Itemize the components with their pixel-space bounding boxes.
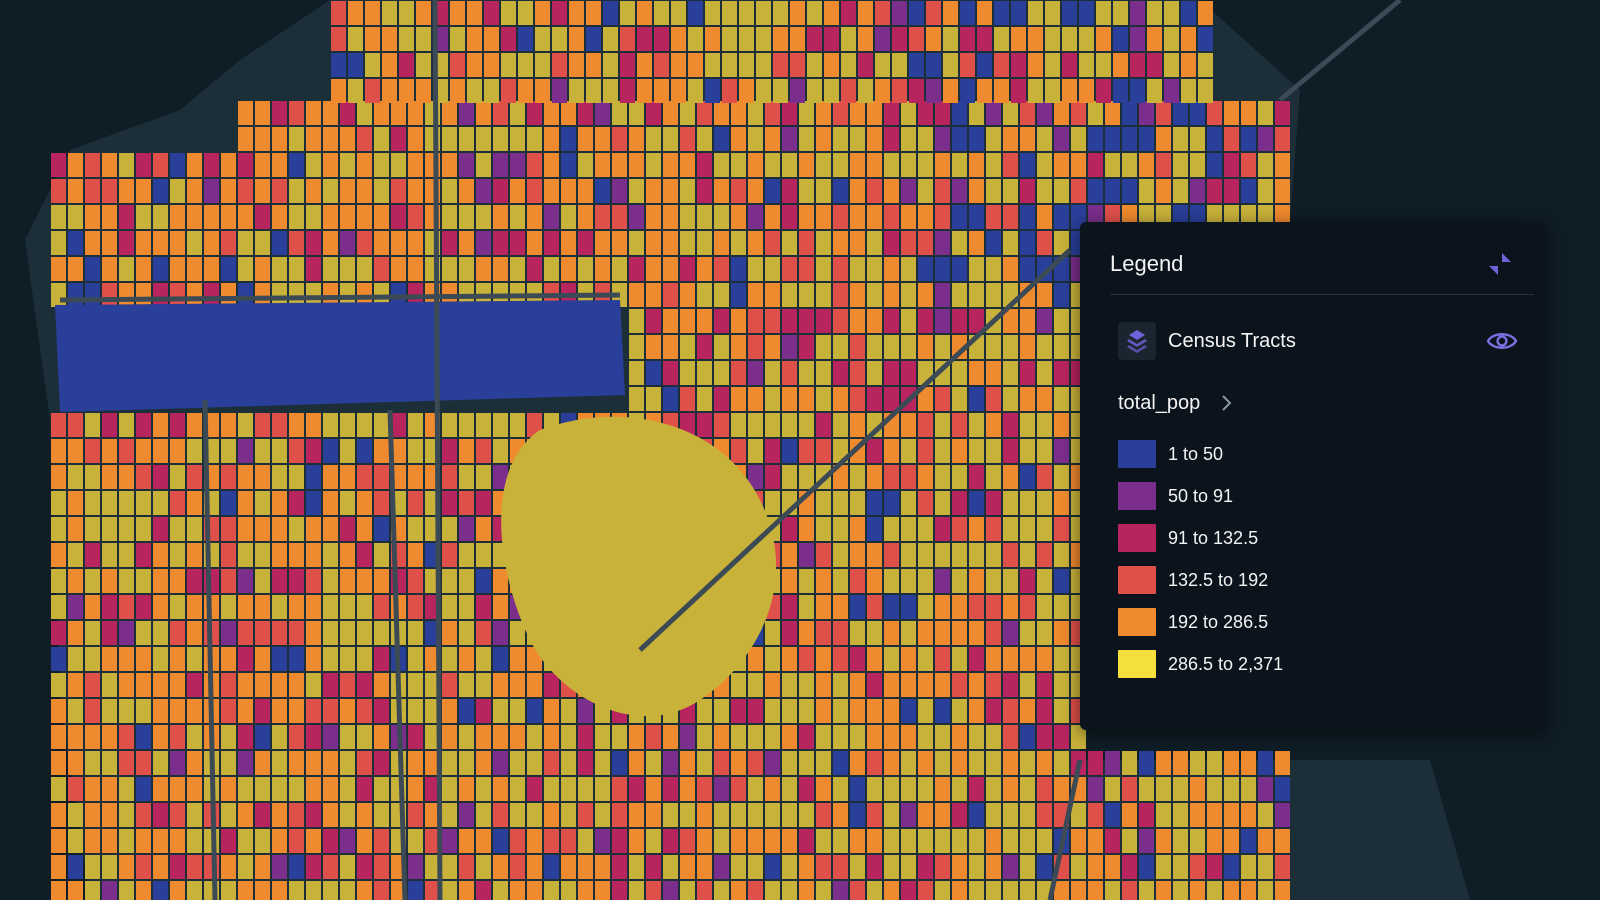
chevron-right-icon	[1219, 393, 1233, 413]
road-network	[59, 0, 1402, 900]
class-label: 1 to 50	[1168, 444, 1224, 464]
color-swatch	[1118, 650, 1156, 678]
color-swatch	[1118, 524, 1156, 552]
eye-icon	[1486, 333, 1518, 349]
legend-header: Legend	[1110, 250, 1534, 295]
hills-area	[501, 416, 777, 717]
field-selector[interactable]: total_pop	[1118, 390, 1233, 420]
color-swatch	[1118, 440, 1156, 468]
class-label: 132.5 to 192	[1168, 570, 1269, 590]
park-area	[55, 300, 625, 412]
field-name: total_pop	[1118, 392, 1201, 414]
legend-title: Legend	[1110, 251, 1184, 276]
color-swatch	[1118, 566, 1156, 594]
legend-panel: Legend Census Tracts total_pop	[1080, 222, 1546, 730]
collapse-icon	[1489, 253, 1511, 275]
collapse-legend-button[interactable]	[1486, 250, 1514, 278]
class-label: 286.5 to 2,371	[1168, 654, 1284, 674]
layer-name: Census Tracts	[1168, 330, 1296, 352]
class-label: 192 to 286.5	[1168, 612, 1269, 632]
layer-row-census-tracts: Census Tracts	[1118, 322, 1518, 362]
toggle-visibility-button[interactable]	[1486, 326, 1518, 356]
layers-icon	[1118, 322, 1156, 360]
color-swatch	[1118, 482, 1156, 510]
color-swatch	[1118, 608, 1156, 636]
class-label: 91 to 132.5	[1168, 528, 1259, 548]
class-label: 50 to 91	[1168, 486, 1234, 506]
